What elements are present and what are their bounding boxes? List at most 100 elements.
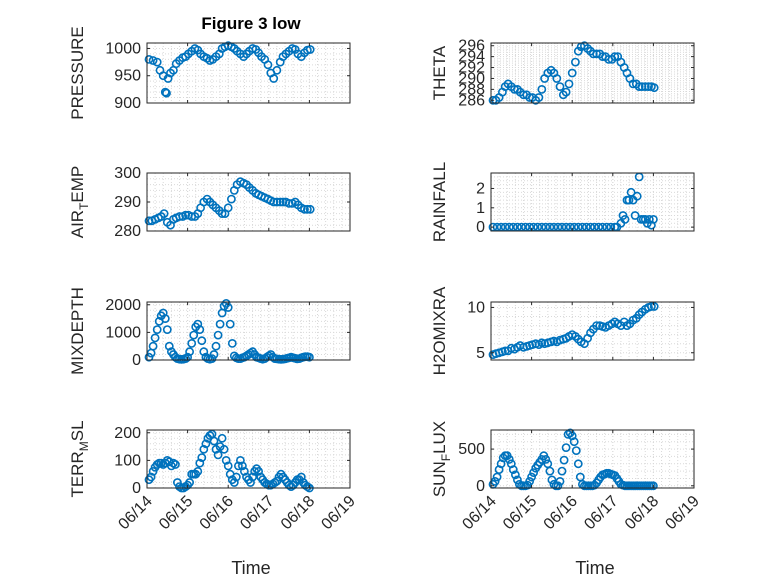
data-point: [269, 74, 279, 83]
data-point: [207, 354, 217, 363]
data-point: [197, 336, 207, 346]
data-series: [144, 41, 315, 98]
data-point: [195, 458, 205, 468]
data-point: [561, 443, 571, 452]
data-point: [170, 460, 180, 469]
data-point: [649, 83, 659, 93]
axes-box: [490, 429, 695, 489]
data-point: [564, 79, 574, 89]
y-axis-label-main: PRESSURE: [68, 26, 87, 120]
y-axis-label-main: THETA: [430, 45, 449, 100]
data-series: [488, 302, 659, 359]
data-point: [620, 214, 630, 224]
y-axis-label-main: AIR: [68, 210, 87, 238]
data-point: [193, 319, 203, 329]
x-axis-label-right: Time: [575, 558, 614, 578]
data-point: [189, 330, 199, 340]
data-series: [144, 298, 314, 364]
data-point: [284, 198, 294, 208]
data-point: [541, 454, 551, 464]
y-tick-label: 300: [114, 165, 141, 182]
y-tick-label: 200: [114, 425, 141, 442]
y-tick-label: 1000: [105, 40, 141, 57]
data-point: [185, 347, 194, 357]
data-point: [209, 350, 219, 359]
data-point: [553, 481, 563, 491]
y-axis-label-main: H2OMIXRA: [430, 286, 449, 375]
data-point: [254, 466, 263, 476]
data-point: [525, 476, 534, 486]
data-point: [592, 321, 601, 330]
y-tick-label: 296: [458, 38, 485, 55]
data-point: [649, 481, 658, 491]
data-point: [534, 93, 544, 102]
y-axis-label: THETA: [430, 45, 449, 100]
data-point: [508, 465, 518, 474]
data-point: [555, 82, 565, 91]
y-axis-label-tail: LUX: [430, 421, 449, 454]
data-point: [183, 352, 192, 362]
data-point: [213, 330, 223, 340]
data-point: [152, 325, 162, 334]
data-point: [181, 210, 190, 220]
subplot-4: 0 1 2 RAINFALL: [430, 162, 695, 242]
data-point: [569, 437, 579, 447]
data-series: [144, 177, 315, 230]
y-axis-label: TERRMSL: [68, 420, 91, 497]
data-point: [162, 88, 171, 98]
data-point: [219, 444, 229, 454]
y-tick-label: 2000: [105, 297, 141, 314]
grid: [490, 43, 695, 103]
y-axis-label-main: RAINFALL: [430, 162, 449, 242]
y-tick-label: 950: [114, 68, 141, 85]
axes-box: [490, 172, 695, 232]
data-point: [545, 466, 555, 476]
y-tick-label: 0: [132, 352, 141, 369]
data-point: [296, 472, 306, 482]
data-point: [148, 466, 158, 476]
data-point: [215, 319, 225, 329]
axes-box: [146, 42, 351, 104]
data-point: [199, 347, 209, 357]
data-point: [160, 87, 170, 97]
y-tick-label: 294: [458, 49, 485, 66]
data-point: [571, 57, 580, 67]
data-point: [211, 341, 221, 351]
data-point: [275, 197, 285, 207]
data-point: [567, 68, 577, 78]
data-point: [199, 444, 209, 454]
y-axis-label: AIRTEMP: [68, 166, 91, 239]
data-point: [152, 57, 162, 67]
data-point: [150, 333, 160, 343]
data-point: [239, 466, 249, 476]
data-point: [159, 209, 169, 218]
data-point: [229, 478, 239, 487]
subplot-5: 0 1000 2000 MIXDEPTH: [68, 287, 351, 375]
data-point: [302, 204, 312, 214]
data-point: [552, 74, 562, 83]
data-point: [634, 82, 644, 91]
y-axis-label-subscript: F: [439, 454, 453, 461]
data-point: [221, 455, 231, 465]
data-point: [201, 439, 211, 449]
subplot-1: 900 950 1000 PRESSURE: [68, 26, 351, 120]
data-point: [630, 211, 640, 220]
data-point: [160, 314, 170, 323]
data-point: [555, 476, 565, 486]
y-axis-label-tail: SL: [68, 420, 87, 441]
y-tick-label: 100: [114, 452, 141, 469]
grid: [146, 302, 351, 361]
y-tick-label: 288: [458, 81, 485, 98]
data-point: [610, 52, 620, 61]
data-point: [632, 191, 642, 201]
y-axis-label: MIXDEPTH: [68, 287, 87, 375]
data-point: [278, 197, 288, 207]
data-point: [559, 455, 569, 465]
data-point: [513, 475, 522, 485]
data-point: [148, 341, 158, 351]
y-tick-label: 0: [476, 219, 485, 236]
data-point: [158, 308, 168, 318]
y-axis-label-tail: EMP: [68, 166, 87, 203]
